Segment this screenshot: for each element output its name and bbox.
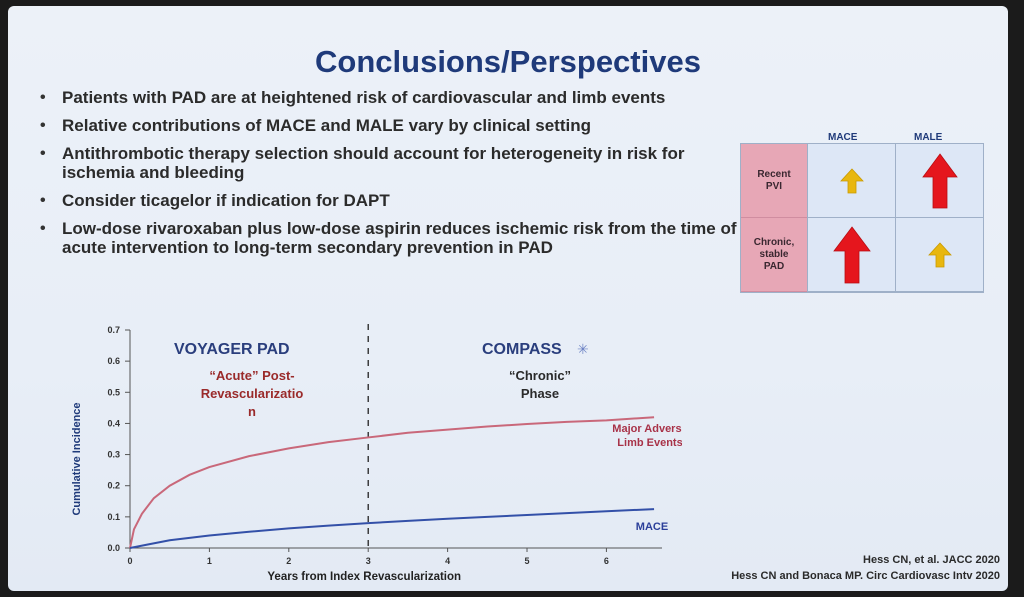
y-tick-label: 0.3 <box>107 450 120 460</box>
col-header-mace: MACE <box>828 132 858 143</box>
row-label-recent-pvi: Recent PVI <box>741 144 807 218</box>
series-line-male <box>129 416 655 549</box>
col-header-male: MALE <box>914 132 943 143</box>
series-line-mace <box>129 508 655 549</box>
bullet-item: Relative contributions of MACE and MALE … <box>38 116 738 135</box>
x-tick-label: 2 <box>286 556 291 566</box>
y-tick-label: 0.0 <box>107 543 120 553</box>
acute-phase-label: n <box>248 404 256 419</box>
acute-phase-label: “Acute” Post- <box>209 368 294 383</box>
x-tick-label: 3 <box>366 556 371 566</box>
cell-recent-male <box>895 144 983 218</box>
slide-title: Conclusions/Perspectives <box>315 44 701 79</box>
bullet-list: Patients with PAD are at heightened risk… <box>38 88 738 266</box>
x-tick-label: 5 <box>525 556 530 566</box>
cell-chronic-male <box>895 218 983 292</box>
compass-star-icon: ✳ <box>577 342 589 358</box>
x-tick-label: 1 <box>207 556 212 566</box>
reference-1: Hess CN, et al. JACC 2020 <box>863 554 1000 566</box>
bullet-item: Consider ticagelor if indication for DAP… <box>38 191 738 210</box>
y-tick-label: 0.1 <box>107 512 120 522</box>
y-tick-label: 0.5 <box>107 387 120 397</box>
series-label-male: Limb Events <box>617 437 682 449</box>
risk-table: MACE MALE Recent PVI Chronic, stable PAD <box>740 126 984 293</box>
y-tick-label: 0.6 <box>107 356 120 366</box>
slide: Conclusions/Perspectives Patients with P… <box>8 6 1008 591</box>
bullet-item: Low-dose rivaroxaban plus low-dose aspir… <box>38 219 738 257</box>
compass-logo: COMPASS <box>482 341 562 358</box>
small-up-arrow-icon <box>839 167 864 193</box>
row-label-chronic-pad: Chronic, stable PAD <box>741 218 807 292</box>
cell-chronic-mace <box>807 218 895 292</box>
x-tick-label: 0 <box>127 556 132 566</box>
series-label-male: Major Adverse <box>612 423 682 435</box>
references: Hess CN, et al. JACC 2020 Hess CN and Bo… <box>731 552 1000 584</box>
cell-recent-mace <box>807 144 895 218</box>
incidence-chart: 0.0 0.1 0.2 0.3 0.4 0.5 0.6 0.7 0 1 2 3 4 5 6 Cumulativ… <box>71 324 682 583</box>
y-axis-label: Cumulative Incidence <box>71 402 83 515</box>
x-tick-label: 6 <box>604 556 609 566</box>
voyager-pad-logo: VOYAGER PAD <box>174 341 290 358</box>
series-label-mace: MACE <box>636 521 668 533</box>
risk-grid: Recent PVI Chronic, stable PAD <box>740 143 984 293</box>
chronic-phase-label: Phase <box>521 386 559 401</box>
y-tick-label: 0.4 <box>107 418 120 428</box>
x-tick-label: 4 <box>445 556 450 566</box>
reference-2: Hess CN and Bonaca MP. Circ Cardiovasc I… <box>731 570 1000 582</box>
large-up-arrow-icon <box>832 225 871 283</box>
y-tick-label: 0.2 <box>107 481 120 491</box>
x-axis-label: Years from Index Revascularization <box>267 571 461 583</box>
large-up-arrow-icon <box>921 152 958 208</box>
acute-phase-label: Revascularizatio <box>201 386 304 401</box>
chronic-phase-label: “Chronic” <box>509 368 571 383</box>
y-tick-label: 0.7 <box>107 325 120 335</box>
bullet-item: Antithrombotic therapy selection should … <box>38 144 738 182</box>
small-up-arrow-icon <box>927 241 952 267</box>
bullet-item: Patients with PAD are at heightened risk… <box>38 88 738 107</box>
